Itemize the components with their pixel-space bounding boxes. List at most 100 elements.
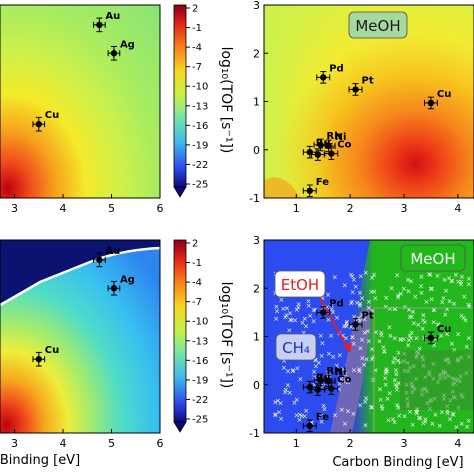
scatter-marker: ×	[291, 399, 297, 407]
scatter-marker: ×	[461, 293, 467, 301]
x-axis-label: Binding [eV]	[0, 453, 80, 468]
scatter-marker: ×	[357, 402, 363, 410]
scatter-marker: ×	[278, 415, 284, 423]
scatter-marker: ×	[325, 369, 331, 377]
data-point-label: Cu	[45, 345, 59, 356]
scatter-marker: ×	[396, 349, 402, 357]
colorbar-tick-label: -16	[192, 356, 208, 367]
etoh-arrow-head	[343, 343, 352, 352]
scatter-marker: ×	[458, 278, 464, 286]
scatter-marker: ×	[433, 335, 439, 343]
y-tick-label: 0	[253, 379, 260, 392]
scatter-marker: ×	[370, 353, 376, 361]
scatter-marker: ×	[379, 405, 385, 413]
scatter-marker: ×	[395, 291, 401, 299]
scatter-marker: ×	[328, 332, 334, 340]
scatter-marker: ×	[387, 390, 393, 398]
scatter-marker: ×	[405, 342, 411, 350]
scatter-marker: ×	[273, 303, 279, 311]
scatter-marker: ×	[336, 386, 342, 394]
scatter-marker: ×	[334, 362, 340, 370]
meoh-label-box	[348, 11, 408, 39]
scatter-marker: ×	[408, 277, 414, 285]
colorbar-tick-label: -7	[192, 297, 202, 308]
scatter-marker: ×	[369, 274, 375, 282]
colorbar-tick-label: -7	[192, 62, 202, 73]
data-point-label: Fe	[316, 412, 329, 423]
scatter-marker: ×	[354, 299, 360, 307]
scatter-marker: ×	[301, 329, 307, 337]
scatter-marker: ×	[417, 414, 423, 422]
scatter-marker: ×	[445, 410, 451, 418]
data-point-marker	[352, 321, 359, 328]
scatter-marker: ×	[459, 420, 465, 428]
colorbar-bottom: 2 -1 -4 -7 -10 -13 -16 -19 -22 -25 log₁₀(TOF [s⁻¹…	[173, 239, 234, 433]
scatter-marker: ×	[339, 406, 345, 414]
scatter-marker: ×	[337, 367, 343, 375]
scatter-marker: ×	[303, 407, 309, 415]
scatter-marker: ×	[455, 278, 461, 286]
scatter-marker: ×	[369, 403, 375, 411]
scatter-marker: ×	[345, 379, 351, 387]
data-point-marker	[306, 422, 313, 429]
data-point-label: Pt	[362, 75, 374, 86]
scatter-marker: ×	[401, 336, 407, 344]
colorbar-tick-label: -10	[192, 82, 208, 93]
scatter-marker: ×	[418, 273, 424, 281]
scatter-marker: ×	[420, 312, 426, 320]
colorbar-ticks: 2 -1 -4 -7 -10 -13 -16 -19 -22 -25	[186, 4, 208, 191]
scatter-marker: ×	[394, 383, 400, 391]
scatter-marker: ×	[439, 408, 445, 416]
x-tick-label: 3	[11, 437, 18, 450]
scatter-marker: ×	[321, 406, 327, 414]
etoh-region	[330, 305, 372, 433]
scatter-marker: ×	[415, 321, 421, 329]
scatter-marker: ×	[316, 359, 322, 367]
scatter-marker: ×	[362, 315, 368, 323]
scatter-marker: ×	[311, 317, 317, 325]
scatter-marker: ×	[449, 278, 455, 286]
scatter-marker: ×	[363, 269, 369, 277]
scatter-marker: ×	[377, 338, 383, 346]
colorbar-tick-label: -22	[192, 160, 208, 171]
scatter-marker: ×	[422, 416, 428, 424]
colorbar-tick-label: -19	[192, 140, 208, 151]
scatter-marker: ×	[395, 357, 401, 365]
colorbar-tick-label: -13	[192, 336, 208, 347]
scatter-marker: ×	[427, 271, 433, 279]
scatter-marker: ×	[382, 374, 388, 382]
scatter-marker: ×	[431, 341, 437, 349]
scatter-marker: ×	[369, 355, 375, 363]
scatter-marker: ×	[429, 285, 435, 293]
panel-bottom-left: 3 4 5 6 Binding [eV] Au Ag Cu	[0, 239, 164, 468]
scatter-marker: ×	[337, 351, 343, 359]
colorbar-tick-label: -22	[192, 395, 208, 406]
scatter-marker: ×	[433, 411, 439, 419]
scatter-marker: ×	[321, 402, 327, 410]
scatter-marker: ×	[419, 289, 425, 297]
scatter-marker: ×	[285, 382, 291, 390]
data-point-label: Rh	[327, 131, 342, 142]
plot-frame	[0, 239, 161, 434]
scatter-marker: ×	[326, 316, 332, 324]
scatter-marker: ×	[290, 367, 296, 375]
scatter-marker: ×	[300, 319, 306, 327]
scatter-marker: ×	[395, 404, 401, 412]
data-point-label: Au	[105, 11, 120, 22]
scatter-marker: ×	[385, 395, 391, 403]
scatter-marker: ×	[330, 308, 336, 316]
x-tick-label: 6	[157, 437, 164, 450]
scatter-marker: ×	[273, 315, 279, 323]
scatter-marker: ×	[294, 396, 300, 404]
scatter-marker: ×	[341, 365, 347, 373]
scatter-marker: ×	[324, 304, 330, 312]
scatter-marker: ×	[455, 330, 461, 338]
scatter-marker: ×	[383, 303, 389, 311]
colorbar-tick-label: -25	[192, 415, 208, 426]
scatter-marker: ×	[462, 317, 468, 325]
data-point-label: Ag	[120, 39, 135, 50]
scatter-marker: ×	[383, 294, 389, 302]
scatter-marker: ×	[371, 271, 377, 279]
data-point-label: Rh	[327, 366, 342, 377]
scatter-marker: ×	[349, 334, 355, 342]
